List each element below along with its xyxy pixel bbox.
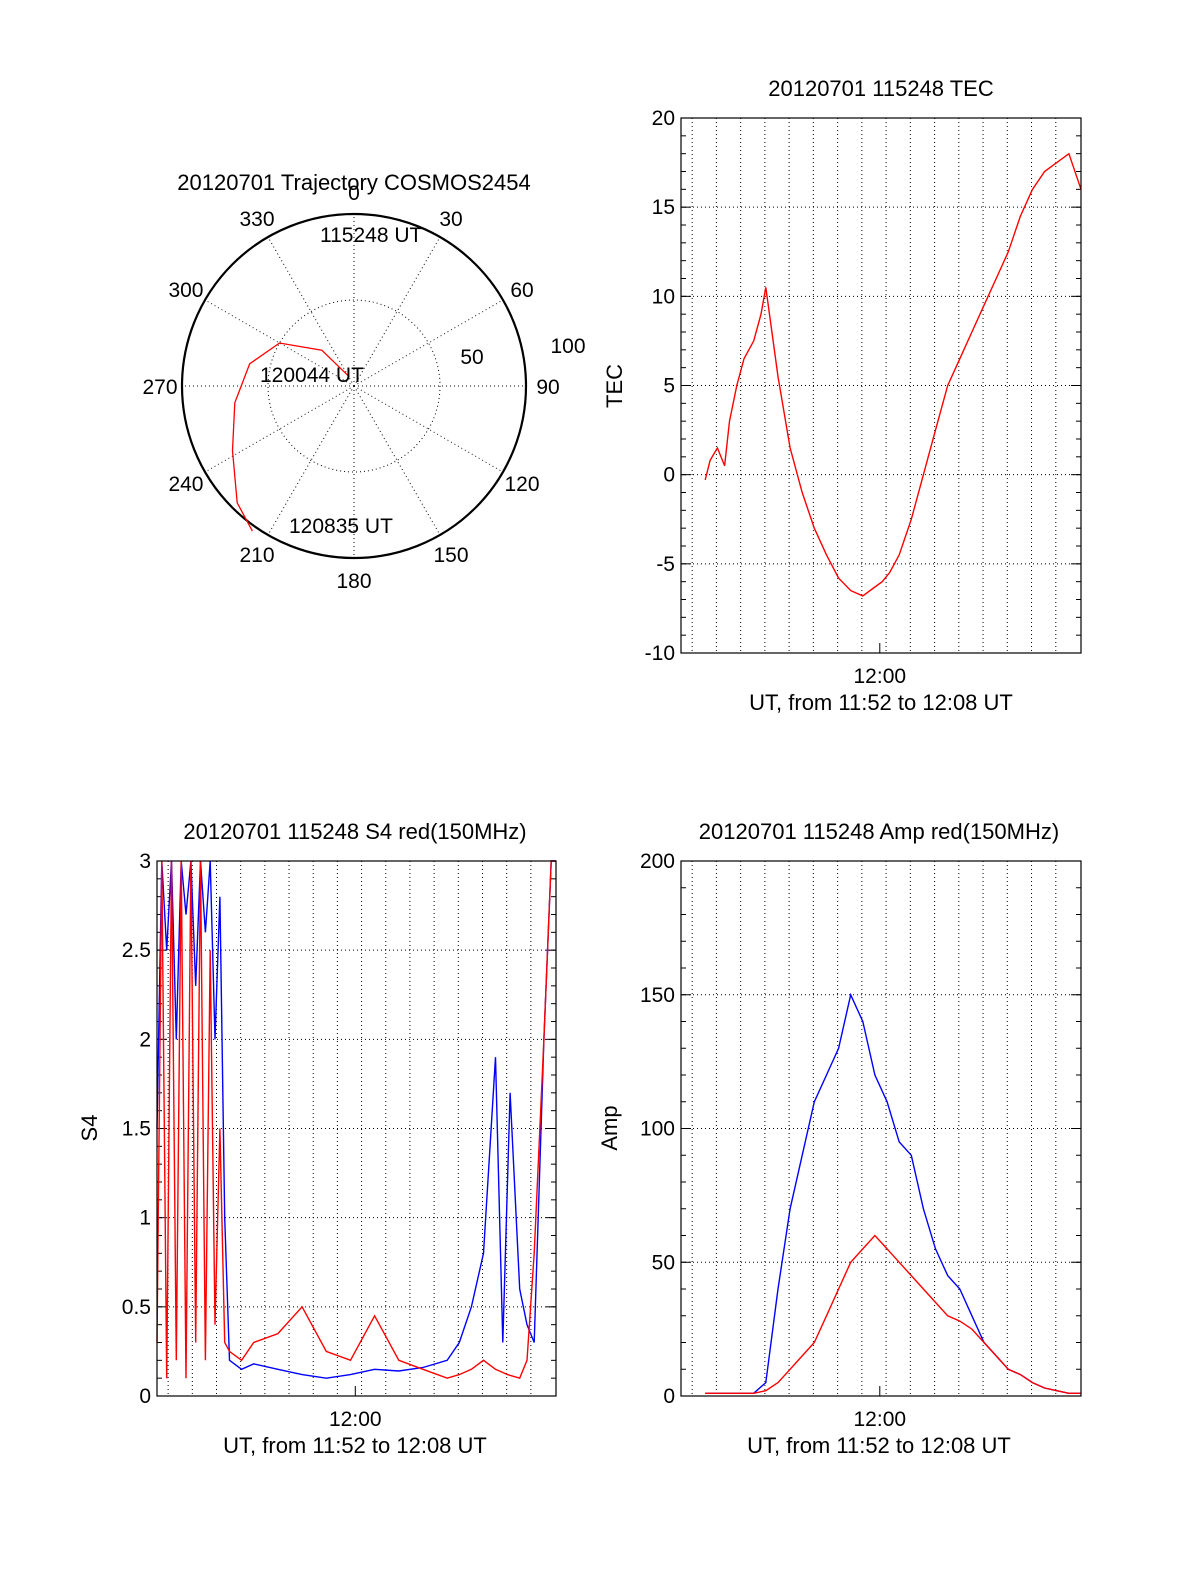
tec-frame bbox=[680, 117, 1082, 654]
polar-spoke bbox=[204, 299, 355, 387]
polar-azimuth-label: 0 bbox=[348, 182, 360, 205]
tec-series-red-line bbox=[704, 152, 1082, 597]
tec-xlabel: UT, from 11:52 to 12:08 UT bbox=[749, 690, 1013, 715]
s4-xtick-label: 12:00 bbox=[329, 1408, 382, 1431]
amp-ytick-label: 150 bbox=[640, 984, 675, 1007]
tec-ylabel: TEC bbox=[602, 364, 627, 408]
tec-ytick-label: 5 bbox=[663, 375, 675, 398]
polar-spoke bbox=[204, 385, 355, 473]
tec-ytick-label: 15 bbox=[652, 196, 675, 219]
polar-azimuth-label: 150 bbox=[433, 544, 468, 567]
amp-ytick-label: 100 bbox=[640, 1118, 675, 1141]
polar-trajectory-panel: 20120701 Trajectory COSMOS2454 0 30 60 90 12… bbox=[142, 170, 585, 593]
s4-ylabel: S4 bbox=[77, 1115, 102, 1142]
amp-ylabel: Amp bbox=[597, 1105, 622, 1150]
s4-ytick-label: 2.5 bbox=[122, 939, 151, 962]
polar-ring-label-100: 100 bbox=[550, 335, 585, 358]
tec-panel: 20120701 115248 TEC UT, from 11:52 to 12… bbox=[602, 76, 1082, 715]
polar-azimuth-label: 90 bbox=[536, 376, 559, 399]
s4-frame bbox=[156, 860, 557, 1397]
s4-series-red-line bbox=[156, 860, 556, 1380]
s4-title: 20120701 115248 S4 red(150MHz) bbox=[183, 819, 526, 844]
amp-xtick-label: 12:00 bbox=[854, 1408, 907, 1431]
amp-ytick-label: 0 bbox=[663, 1385, 675, 1408]
tec-ytick-label: -10 bbox=[645, 642, 675, 665]
polar-azimuth-label: 210 bbox=[239, 544, 274, 567]
amp-panel: 20120701 115248 Amp red(150MHz) UT, from… bbox=[597, 819, 1082, 1458]
polar-azimuth-label: 270 bbox=[142, 376, 177, 399]
s4-panel: 20120701 115248 S4 red(150MHz) UT, from … bbox=[77, 819, 557, 1458]
polar-annotation-mid: 120044 UT bbox=[260, 364, 364, 387]
polar-spoke bbox=[353, 385, 441, 536]
amp-title: 20120701 115248 Amp red(150MHz) bbox=[699, 819, 1059, 844]
s4-ytick-label: 1.5 bbox=[122, 1118, 151, 1141]
tec-ytick-label: 20 bbox=[652, 107, 675, 130]
polar-inner-ring bbox=[267, 299, 441, 473]
polar-spoke bbox=[267, 385, 355, 536]
s4-series-blue-line bbox=[156, 860, 556, 1379]
polar-spoke bbox=[267, 236, 355, 387]
tec-ytick-label: -5 bbox=[656, 553, 675, 576]
amp-xlabel: UT, from 11:52 to 12:08 UT bbox=[747, 1433, 1011, 1458]
tec-xtick-label: 12:00 bbox=[854, 665, 907, 688]
s4-ytick-label: 2 bbox=[139, 1028, 151, 1051]
polar-azimuth-label: 120 bbox=[504, 473, 539, 496]
polar-azimuth-label: 30 bbox=[439, 208, 462, 231]
polar-azimuth-label: 60 bbox=[510, 279, 533, 302]
amp-ytick-label: 200 bbox=[640, 850, 675, 873]
polar-ring-label-50: 50 bbox=[460, 346, 483, 369]
polar-azimuth-label: 240 bbox=[168, 473, 203, 496]
polar-title: 20120701 Trajectory COSMOS2454 bbox=[177, 170, 530, 195]
s4-ytick-label: 0.5 bbox=[122, 1296, 151, 1319]
amp-series-blue-line bbox=[705, 992, 1081, 1395]
amp-series-red-line bbox=[705, 1234, 1081, 1395]
polar-azimuth-label: 180 bbox=[336, 570, 371, 593]
tec-title: 20120701 115248 TEC bbox=[768, 76, 994, 101]
polar-azimuth-label: 330 bbox=[239, 208, 274, 231]
polar-azimuth-label: 300 bbox=[168, 279, 203, 302]
tec-ytick-label: 0 bbox=[663, 464, 675, 487]
s4-xlabel: UT, from 11:52 to 12:08 UT bbox=[223, 1433, 487, 1458]
tec-ytick-label: 10 bbox=[652, 285, 675, 308]
polar-spoke bbox=[353, 236, 441, 387]
amp-frame bbox=[680, 860, 1082, 1397]
polar-annotation-end: 120835 UT bbox=[289, 515, 393, 538]
polar-spoke bbox=[353, 385, 504, 473]
polar-outer-ring bbox=[180, 212, 528, 560]
amp-ytick-label: 50 bbox=[652, 1251, 675, 1274]
polar-trajectory-line bbox=[231, 342, 350, 532]
s4-ytick-label: 0 bbox=[139, 1385, 151, 1408]
polar-annotation-start: 115248 UT bbox=[320, 224, 423, 247]
s4-ytick-label: 3 bbox=[139, 850, 151, 873]
polar-spoke bbox=[353, 299, 504, 387]
s4-ytick-label: 1 bbox=[139, 1207, 151, 1230]
